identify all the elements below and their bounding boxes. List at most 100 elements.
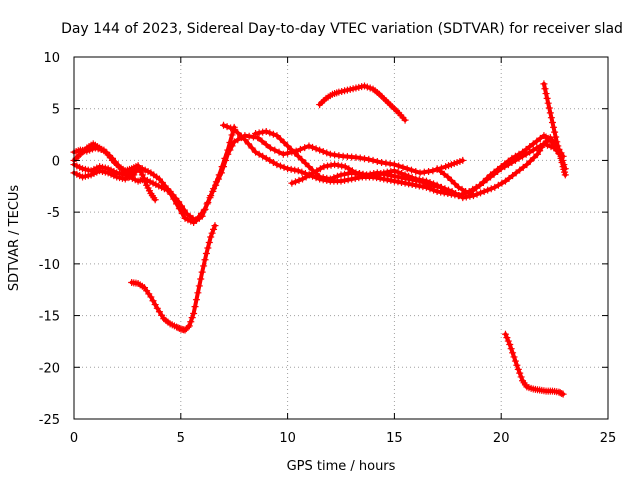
data-point bbox=[215, 171, 223, 179]
data-point bbox=[356, 154, 364, 162]
data-point bbox=[505, 174, 513, 182]
data-point bbox=[401, 179, 409, 187]
data-point bbox=[409, 176, 417, 184]
series-arc-9 bbox=[540, 80, 569, 179]
data-point bbox=[330, 174, 338, 182]
data-point bbox=[487, 171, 495, 179]
data-point bbox=[454, 183, 462, 191]
data-point bbox=[429, 167, 437, 175]
data-point bbox=[402, 174, 410, 182]
data-point bbox=[198, 268, 206, 276]
data-point bbox=[529, 140, 537, 148]
data-point bbox=[164, 185, 172, 193]
series-arc-12 bbox=[501, 330, 567, 398]
data-point bbox=[147, 293, 155, 301]
data-point bbox=[378, 158, 386, 166]
data-point bbox=[511, 357, 519, 365]
data-point bbox=[412, 181, 420, 189]
data-point bbox=[403, 165, 411, 173]
data-point bbox=[323, 149, 331, 157]
data-point bbox=[373, 157, 381, 165]
data-point bbox=[501, 330, 509, 338]
data-point bbox=[323, 162, 331, 170]
data-point bbox=[415, 182, 423, 190]
data-point bbox=[452, 190, 460, 198]
data-point bbox=[440, 170, 448, 178]
data-point bbox=[210, 185, 218, 193]
data-point bbox=[244, 140, 252, 148]
data-point bbox=[511, 152, 519, 160]
data-point bbox=[273, 161, 281, 169]
data-point bbox=[200, 262, 208, 270]
data-point bbox=[360, 155, 368, 163]
data-point bbox=[519, 163, 527, 171]
data-point bbox=[269, 130, 277, 138]
data-point bbox=[533, 137, 541, 145]
data-point bbox=[287, 145, 295, 153]
data-point bbox=[510, 353, 518, 361]
data-point bbox=[512, 169, 520, 177]
data-series bbox=[70, 80, 569, 398]
data-point bbox=[494, 181, 502, 189]
data-point bbox=[295, 176, 303, 184]
data-point bbox=[195, 282, 203, 290]
data-point bbox=[547, 114, 555, 122]
data-point bbox=[280, 139, 288, 147]
data-point bbox=[138, 171, 146, 179]
data-point bbox=[501, 160, 509, 168]
data-point bbox=[356, 170, 364, 178]
data-point bbox=[369, 156, 377, 164]
data-point bbox=[363, 171, 371, 179]
data-point bbox=[210, 225, 218, 233]
data-point bbox=[188, 314, 196, 322]
data-point bbox=[252, 148, 260, 156]
data-point bbox=[370, 170, 378, 178]
data-point bbox=[548, 119, 556, 127]
data-point bbox=[271, 146, 279, 154]
y-tick-label: -10 bbox=[39, 258, 60, 273]
data-point bbox=[390, 161, 398, 169]
data-point bbox=[553, 138, 561, 146]
data-point bbox=[305, 163, 313, 171]
data-point bbox=[425, 167, 433, 175]
data-point bbox=[234, 136, 242, 144]
data-point bbox=[469, 192, 477, 200]
data-point bbox=[197, 275, 205, 283]
data-point bbox=[344, 176, 352, 184]
data-point bbox=[544, 99, 552, 107]
data-point bbox=[333, 172, 341, 180]
data-point bbox=[301, 159, 309, 167]
data-point bbox=[383, 176, 391, 184]
data-point bbox=[234, 129, 242, 137]
data-point bbox=[416, 177, 424, 185]
data-point bbox=[437, 183, 445, 191]
data-point bbox=[175, 205, 183, 213]
x-tick-label: 25 bbox=[600, 431, 617, 446]
data-point bbox=[516, 166, 524, 174]
data-point bbox=[296, 145, 304, 153]
data-point bbox=[388, 172, 396, 180]
data-point bbox=[259, 128, 267, 136]
data-point bbox=[276, 135, 284, 143]
data-point bbox=[433, 187, 441, 195]
data-point bbox=[202, 250, 210, 258]
data-point bbox=[395, 173, 403, 181]
data-point bbox=[514, 365, 522, 373]
data-point bbox=[226, 139, 234, 147]
data-point bbox=[423, 180, 431, 188]
data-point bbox=[192, 296, 200, 304]
data-point bbox=[352, 169, 360, 177]
data-point bbox=[299, 175, 307, 183]
data-point bbox=[341, 170, 349, 178]
data-point bbox=[335, 152, 343, 160]
data-point bbox=[275, 148, 283, 156]
series-arc-4 bbox=[70, 140, 142, 175]
data-point bbox=[541, 85, 549, 93]
data-point bbox=[284, 149, 292, 157]
data-point bbox=[380, 175, 388, 183]
data-point bbox=[550, 123, 558, 131]
data-point bbox=[497, 163, 505, 171]
data-point bbox=[284, 165, 292, 173]
data-point bbox=[267, 144, 275, 152]
plot-frame bbox=[73, 56, 609, 420]
